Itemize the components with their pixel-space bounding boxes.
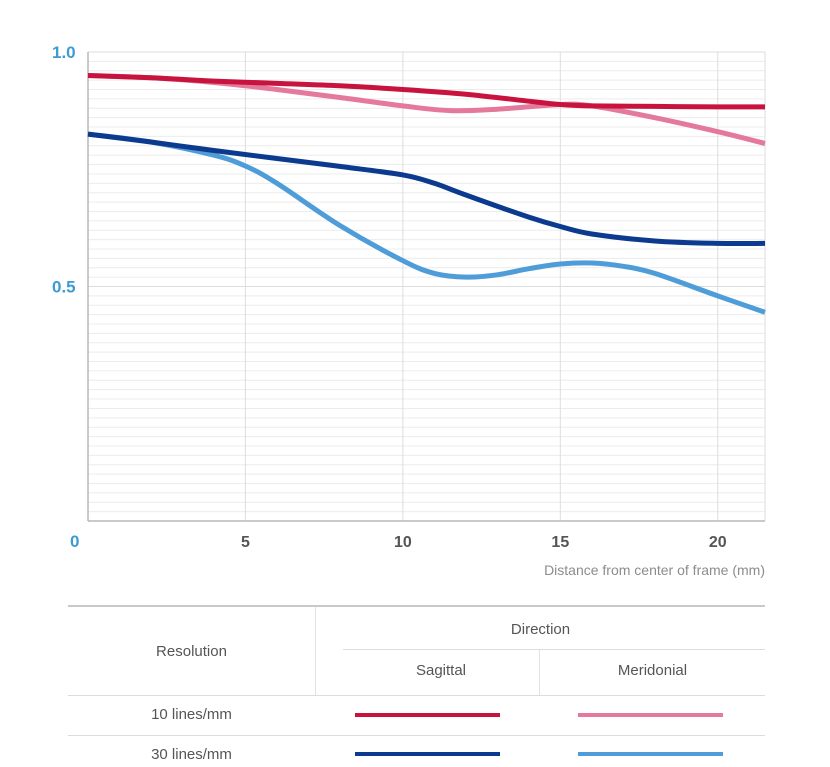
x-tick-label: 5 <box>241 534 250 551</box>
y-tick-label: 0 <box>70 532 79 551</box>
legend-swatch-10-meridonial <box>578 713 723 717</box>
x-tick-label: 10 <box>394 534 412 551</box>
x-axis-label: Distance from center of frame (mm) <box>544 562 765 578</box>
series-line-30-sagittal <box>87 131 766 247</box>
legend-sagittal-header: Sagittal <box>415 662 467 679</box>
legend-table: Resolution Direction Sagittal Meridonial… <box>68 605 765 767</box>
legend-row-label: 30 lines/mm <box>151 746 232 763</box>
legend-meridonial-header: Meridonial <box>617 662 688 679</box>
legend-resolution-header: Resolution <box>156 643 227 660</box>
x-tick-label: 15 <box>551 534 569 551</box>
legend-direction-rule <box>343 649 765 650</box>
series-layer <box>87 73 766 315</box>
legend-divider-direction <box>539 650 540 695</box>
legend-swatch-30-sagittal <box>355 752 500 756</box>
legend-header-rule <box>68 695 765 696</box>
y-tick-label: 1.0 <box>52 43 76 62</box>
y-tick-label: 0.5 <box>52 278 76 297</box>
x-tick-label: 20 <box>709 534 727 551</box>
grid-major-lines <box>88 51 766 521</box>
legend-row-label: 10 lines/mm <box>151 706 232 723</box>
legend-swatch-30-meridonial <box>578 752 723 756</box>
series-line-10-meridonial <box>87 73 766 146</box>
y-tick-labels: 0 0.5 1.0 <box>52 43 79 551</box>
legend-divider-main <box>315 607 316 695</box>
legend-row-rule <box>68 735 765 736</box>
series-line-10-sagittal <box>87 73 766 110</box>
legend-direction-header: Direction <box>510 621 571 638</box>
legend-swatch-10-sagittal <box>355 713 500 717</box>
series-line-30-meridonial <box>87 131 766 315</box>
legend-top-rule <box>68 605 765 607</box>
x-tick-labels: 5 10 15 20 <box>241 534 727 551</box>
mtf-chart: 0 0.5 1.0 5 10 15 20 Distance from center of … <box>52 43 766 578</box>
axes <box>87 52 765 522</box>
